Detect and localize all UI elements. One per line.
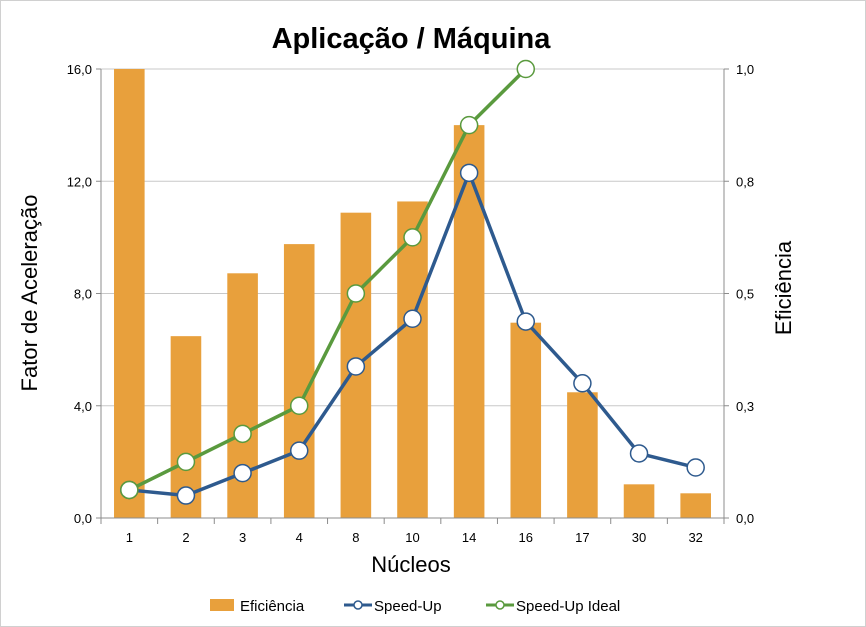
y-left-tick-label: 0,0: [74, 511, 92, 526]
point-speed-up: [573, 374, 592, 393]
bar-eficiencia: [114, 69, 145, 518]
x-tick-label: 8: [352, 530, 359, 545]
y-axis-right-label: Eficiência: [771, 240, 796, 335]
x-tick-label: 1: [126, 530, 133, 545]
point-speed-up-ideal: [516, 59, 536, 79]
y-axis-left-label: Fator de Aceleração: [17, 195, 42, 392]
x-tick-label: 2: [182, 530, 189, 545]
point-speed-up: [629, 444, 649, 463]
point-speed-up: [686, 458, 705, 477]
tick-labels: 0,0 0,0 4,0 0,3 8,0 0,5 12,0 0,8 16,0 1,0 1 2 3 4 8 10 1…: [67, 62, 754, 545]
y-right-tick-label: 0,0: [736, 511, 754, 526]
y-left-tick-label: 12,0: [67, 174, 92, 189]
point-speed-up: [233, 463, 252, 483]
point-speed-up: [289, 441, 309, 460]
legend-marker-speed-up: [353, 600, 363, 610]
y-right-tick-label: 0,8: [736, 174, 754, 189]
point-speed-up-ideal: [120, 480, 139, 500]
point-speed-up-ideal: [233, 424, 252, 444]
point-speed-up: [176, 486, 196, 505]
point-speed-up-ideal: [346, 284, 366, 303]
x-tick-label: 4: [296, 530, 303, 545]
x-tick-label: 3: [239, 530, 246, 545]
x-tick-label: 14: [462, 530, 476, 545]
point-speed-up: [459, 163, 479, 183]
legend: Eficiência Speed-Up Speed-Up Ideal: [210, 598, 620, 615]
point-speed-up: [346, 357, 366, 376]
x-tick-label: 10: [405, 530, 419, 545]
legend-label-speed-up: Speed-Up: [374, 598, 442, 615]
bar-eficiencia: [623, 484, 655, 518]
x-tick-label: 32: [688, 530, 702, 545]
point-speed-up: [403, 309, 422, 329]
bar-eficiencia: [283, 244, 315, 519]
y-right-tick-label: 0,3: [736, 399, 754, 414]
x-axis-label: Núcleos: [371, 552, 450, 577]
lines: [120, 59, 705, 505]
x-tick-label: 16: [519, 530, 533, 545]
y-right-tick-label: 1,0: [736, 62, 754, 77]
y-right-tick-label: 0,5: [736, 287, 754, 302]
bar-eficiencia: [680, 493, 711, 518]
bar-eficiencia: [567, 392, 598, 518]
y-left-tick-label: 16,0: [67, 62, 92, 77]
point-speed-up: [516, 312, 536, 331]
line-speed-up-ideal: [128, 67, 528, 492]
bar-eficiencia: [453, 125, 485, 518]
legend-label-speed-up-ideal: Speed-Up Ideal: [516, 598, 620, 615]
point-speed-up-ideal: [289, 396, 309, 415]
axes: [96, 68, 729, 524]
x-tick-label: 17: [575, 530, 589, 545]
x-tick-label: 30: [632, 530, 646, 545]
bar-eficiencia: [397, 201, 428, 518]
y-left-tick-label: 8,0: [74, 287, 92, 302]
bar-eficiencia: [510, 322, 542, 518]
legend-swatch-efici-ncia: [210, 599, 234, 611]
point-speed-up-ideal: [459, 115, 479, 135]
chart-title: Aplicação / Máquina: [272, 23, 552, 55]
legend-marker-speed-up-ideal: [495, 600, 505, 610]
legend-label-efici-ncia: Eficiência: [240, 598, 305, 615]
point-speed-up-ideal: [176, 452, 196, 472]
y-left-tick-label: 4,0: [74, 399, 92, 414]
point-speed-up-ideal: [403, 228, 422, 247]
